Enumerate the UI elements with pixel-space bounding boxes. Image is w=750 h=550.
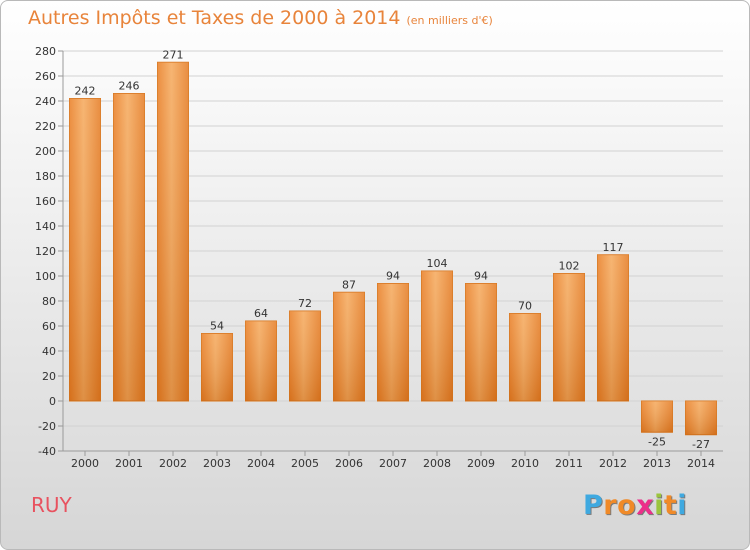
bar-2003	[201, 333, 233, 402]
x-tick-label: 2014	[687, 457, 715, 470]
data-label: 54	[210, 320, 224, 333]
chart-title: Autres Impôts et Taxes de 2000 à 2014 (en…	[28, 7, 493, 29]
y-tick-label: 200	[35, 145, 56, 158]
bar-shade	[113, 93, 145, 401]
data-label: 102	[559, 260, 580, 273]
y-tick-label: 20	[42, 370, 56, 383]
bar-shade	[201, 333, 233, 401]
y-tick-label: 180	[35, 170, 56, 183]
logo-letter: i	[677, 490, 688, 521]
x-tick-label: 2003	[203, 457, 231, 470]
bars	[69, 61, 717, 436]
x-tick-label: 2012	[599, 457, 627, 470]
data-label: 117	[603, 241, 624, 254]
y-tick-label: 100	[35, 270, 56, 283]
bar-2000	[69, 98, 101, 402]
y-tick-label: 80	[42, 295, 56, 308]
bar-2012	[597, 254, 629, 402]
bar-shade	[641, 401, 673, 433]
y-tick-label: 60	[42, 320, 56, 333]
x-tick-label: 2013	[643, 457, 671, 470]
data-label: -25	[648, 435, 666, 448]
bar-2010	[509, 313, 541, 402]
place-name: RUY	[31, 493, 72, 517]
bar-shade	[597, 254, 629, 401]
x-axis-ticks: 2000 2001 2002 2003 2004 2005 2006 2007 2008 2009…	[71, 451, 715, 470]
chart-title-text: Autres Impôts et Taxes de 2000 à 2014	[28, 7, 401, 29]
bar-shade	[377, 283, 409, 401]
x-tick-label: 2002	[159, 457, 187, 470]
bar-shade	[69, 98, 101, 401]
bar-2006	[333, 291, 365, 402]
y-tick-label: -40	[38, 445, 56, 458]
y-tick-label: 40	[42, 345, 56, 358]
y-tick-label: 220	[35, 120, 56, 133]
data-label: 64	[254, 307, 268, 320]
bar-2007	[377, 283, 409, 402]
x-tick-label: 2006	[335, 457, 363, 470]
logo-letter: t	[663, 490, 678, 521]
bar-shade	[245, 321, 277, 401]
bar-shade	[333, 292, 365, 401]
chart-subtitle: (en milliers d'€)	[406, 14, 493, 27]
bar-2011	[553, 273, 585, 402]
data-label: 246	[119, 80, 140, 93]
bar-2004	[245, 320, 277, 402]
bar-shade	[289, 311, 321, 401]
x-tick-label: 2011	[555, 457, 583, 470]
x-tick-label: 2010	[511, 457, 539, 470]
y-tick-label: 240	[35, 95, 56, 108]
bar-2013	[641, 400, 673, 433]
bar-shade	[553, 273, 585, 401]
bar-shade	[685, 401, 717, 435]
y-tick-label: 140	[35, 220, 56, 233]
x-tick-label: 2004	[247, 457, 275, 470]
x-tick-label: 2009	[467, 457, 495, 470]
bar-shade	[509, 313, 541, 401]
data-label: 271	[163, 48, 184, 61]
data-label: 94	[386, 270, 400, 283]
bar-shade	[157, 62, 189, 401]
data-label: 104	[427, 257, 448, 270]
bar-2014	[685, 400, 717, 436]
x-tick-label: 2007	[379, 457, 407, 470]
data-label: 72	[298, 297, 312, 310]
x-tick-label: 2005	[291, 457, 319, 470]
bar-2002	[157, 61, 189, 402]
bar-2001	[113, 93, 145, 402]
logo-letter: P	[583, 490, 604, 521]
bar-shade	[421, 271, 453, 401]
y-tick-label: 260	[35, 70, 56, 83]
y-tick-label: 120	[35, 245, 56, 258]
y-tick-label: 280	[35, 45, 56, 58]
logo-letter: r	[603, 490, 618, 521]
x-tick-label: 2000	[71, 457, 99, 470]
logo-letter: o	[617, 490, 637, 521]
data-label: 242	[75, 85, 96, 98]
x-tick-label: 2008	[423, 457, 451, 470]
data-label: -27	[692, 438, 710, 451]
logo-letter: i	[654, 490, 664, 521]
x-tick-label: 2001	[115, 457, 143, 470]
y-tick-label: 0	[49, 395, 56, 408]
y-axis-ticks: -40 -20 0 20 40 60 80 100 120 140 160 180 200 220 240 2…	[35, 45, 63, 458]
proxiti-logo: Proxiti	[583, 490, 687, 521]
logo-letter: x	[636, 490, 655, 521]
data-label: 87	[342, 278, 356, 291]
bar-shade	[465, 283, 497, 401]
bar-2005	[289, 310, 321, 402]
data-labels: 242 246 271 54 64 72 87 94 104 94 70 102 117 -25 -27	[75, 48, 710, 451]
bar-2008	[421, 270, 453, 402]
y-tick-label: 160	[35, 195, 56, 208]
y-tick-label: -20	[38, 420, 56, 433]
data-label: 94	[474, 270, 488, 283]
data-label: 70	[518, 300, 532, 313]
bar-2009	[465, 283, 497, 402]
